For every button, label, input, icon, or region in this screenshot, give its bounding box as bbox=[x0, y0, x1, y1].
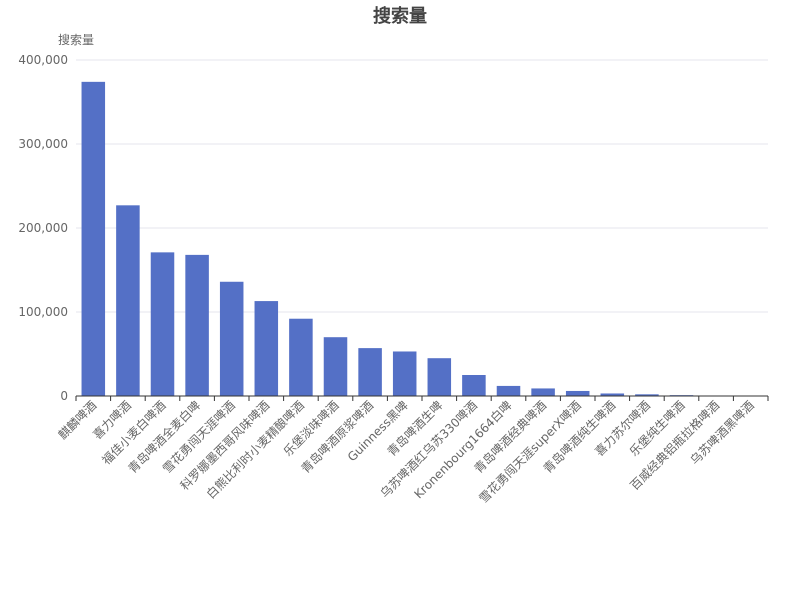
bar[interactable] bbox=[219, 281, 244, 396]
bar[interactable] bbox=[116, 205, 140, 396]
bar[interactable] bbox=[600, 393, 625, 396]
bar[interactable] bbox=[496, 385, 521, 396]
chart-title: 搜索量 bbox=[373, 5, 427, 27]
y-tick-label: 400,000 bbox=[18, 53, 68, 67]
y-tick-label: 0 bbox=[60, 389, 68, 403]
y-tick-label: 200,000 bbox=[18, 221, 68, 235]
bar[interactable] bbox=[150, 252, 175, 396]
bar[interactable] bbox=[462, 375, 486, 396]
y-tick-label: 100,000 bbox=[18, 305, 68, 319]
bar[interactable] bbox=[323, 337, 348, 396]
bar[interactable] bbox=[289, 318, 313, 396]
bar[interactable] bbox=[81, 81, 106, 396]
bar[interactable] bbox=[185, 254, 209, 396]
bars bbox=[81, 81, 763, 396]
y-tick-label: 300,000 bbox=[18, 137, 68, 151]
bar[interactable] bbox=[358, 348, 382, 396]
bar[interactable] bbox=[531, 388, 555, 396]
y-axis-ticks: 0 100,000 200,000 300,000 400,000 bbox=[18, 53, 68, 403]
bar[interactable] bbox=[565, 390, 590, 396]
y-axis-label: 搜索量 bbox=[58, 32, 94, 47]
bar[interactable] bbox=[392, 351, 417, 396]
bar[interactable] bbox=[635, 394, 659, 396]
bar[interactable] bbox=[254, 301, 279, 396]
bar[interactable] bbox=[427, 358, 452, 396]
x-tick-label: Guinness黑啤 bbox=[344, 398, 411, 465]
gridlines bbox=[76, 59, 768, 313]
x-axis-ticks: 麒麟啤酒喜力啤酒福佳小麦白啤酒青岛啤酒全麦白啤雪花勇闯天涯啤酒科罗娜墨西哥风味啤… bbox=[55, 396, 769, 506]
